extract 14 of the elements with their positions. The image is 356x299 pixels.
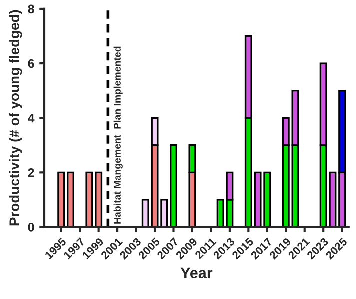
- y-tick-label: 6: [28, 59, 34, 68]
- bar: [58, 172, 66, 228]
- bar: [170, 144, 178, 228]
- ref-line-label: Habitat Mangement Plan Implemented: [114, 46, 123, 224]
- y-axis-title: Productivity (# of young fledged): [9, 10, 22, 226]
- bar: [86, 172, 94, 228]
- y-tick-label: 4: [28, 114, 35, 123]
- bar: [66, 172, 74, 228]
- x-axis-title: Year: [180, 268, 213, 279]
- y-tick-label: 8: [28, 4, 34, 14]
- y-tick-label: 2: [28, 168, 34, 178]
- y-tick-label: 0: [28, 223, 34, 232]
- bar: [142, 199, 150, 228]
- bar: [95, 172, 103, 228]
